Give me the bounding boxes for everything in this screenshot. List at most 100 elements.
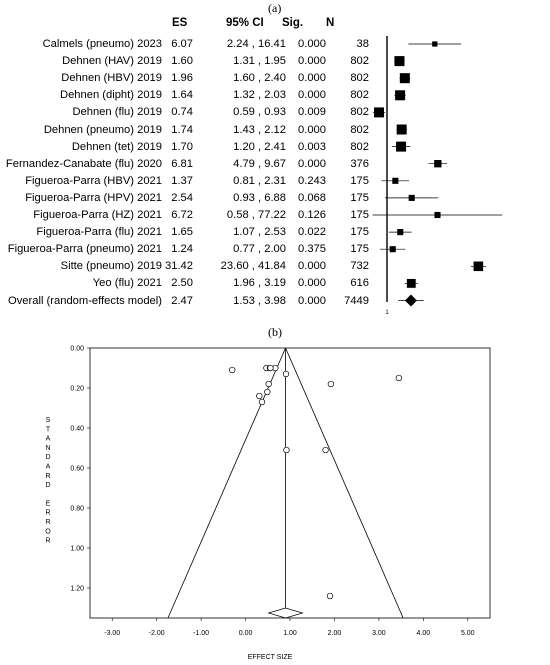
sample-size-value: 802 [350, 140, 369, 153]
confidence-interval-value: 1.43 , 2.12 [233, 123, 286, 136]
study-marker [432, 41, 438, 47]
study-name: Dehnen (pneumo) 2019 [43, 123, 162, 136]
study-marker [394, 56, 405, 67]
confidence-interval-value: 2.24 , 16.41 [226, 38, 286, 50]
study-name: Figueroa-Parra (HZ) 2021 [33, 209, 162, 221]
study-name: Fernandez-Canabate (flu) 2020 [5, 157, 162, 170]
effect-size-value: 6.81 [171, 157, 193, 170]
study-point [322, 446, 329, 454]
study-marker [396, 141, 407, 152]
x-tick-label: 0.00 [239, 630, 253, 637]
effect-size-value: 2.47 [171, 294, 193, 307]
study-point [265, 380, 272, 388]
confidence-interval-value: 4.79 , 9.67 [233, 157, 286, 170]
study-marker [408, 194, 415, 201]
pooled-diamond [267, 607, 304, 619]
study-name: Dehnen (tet) 2019 [71, 140, 162, 153]
study-marker [396, 124, 407, 135]
svg-text:S: S [46, 417, 51, 424]
panel-a-label: (a) [268, 1, 282, 15]
significance-value: 0.000 [298, 260, 326, 273]
sample-size-value: 38 [356, 38, 369, 50]
study-marker [395, 90, 406, 101]
significance-value: 0.243 [298, 174, 326, 187]
effect-size-value: 1.64 [171, 89, 193, 102]
svg-text:D: D [45, 454, 50, 461]
study-name: Figueroa-Parra (flu) 2021 [36, 226, 162, 239]
significance-value: 0.126 [298, 209, 326, 221]
svg-text:E: E [46, 500, 51, 507]
x-tick-label: -2.00 [149, 630, 165, 637]
study-name: Sitte (pneumo) 2019 [60, 260, 162, 273]
effect-size-value: 1.60 [171, 55, 193, 68]
study-marker [473, 261, 484, 272]
svg-text:A: A [46, 464, 51, 471]
x-tick-label: 3.00 [372, 630, 386, 637]
x-axis-label: EFFECT SIZE [248, 654, 293, 661]
study-point [282, 370, 290, 378]
study-marker [434, 211, 441, 219]
study-point [283, 446, 290, 454]
significance-value: 0.375 [298, 243, 326, 256]
y-tick-label: 0.40 [70, 426, 84, 433]
confidence-interval-value: 1.31 , 1.95 [233, 55, 286, 68]
study-name: Figueroa-Parra (pneumo) 2021 [7, 243, 162, 256]
x-tick-label: 4.00 [417, 630, 431, 637]
study-marker [406, 278, 416, 288]
sample-size-value: 376 [350, 157, 369, 170]
svg-text:R: R [45, 510, 50, 517]
confidence-interval-value: 0.59 , 0.93 [233, 106, 286, 119]
study-name: Figueroa-Parra (HPV) 2021 [25, 191, 162, 204]
study-name: Dehnen (flu) 2019 [72, 106, 162, 119]
overall-diamond [404, 294, 417, 307]
svg-text:R: R [45, 519, 50, 526]
study-point [258, 398, 266, 406]
effect-size-value: 1.65 [171, 226, 193, 239]
effect-size-value: 6.07 [171, 38, 193, 50]
sample-size-value: 616 [350, 277, 369, 290]
study-name: Dehnen (HAV) 2019 [62, 55, 162, 68]
significance-value: 0.003 [298, 140, 326, 153]
sample-size-value: 175 [350, 191, 369, 204]
x-tick-label: -1.00 [193, 630, 209, 637]
effect-size-value: 1.96 [171, 72, 193, 85]
sample-size-value: 802 [350, 106, 369, 119]
study-marker [374, 107, 385, 118]
x-tick-label: 1.00 [283, 630, 297, 637]
effect-size-value: 1.74 [171, 123, 193, 136]
effect-size-value: 2.50 [171, 277, 193, 290]
sample-size-value: 802 [350, 72, 369, 85]
study-name: Yeo (flu) 2021 [92, 277, 162, 290]
null-line-tick-label: 1 [385, 310, 389, 316]
significance-value: 0.000 [298, 123, 326, 136]
study-point [326, 592, 334, 600]
confidence-interval-value: 1.07 , 2.53 [233, 226, 286, 239]
effect-size-value: 1.70 [171, 140, 193, 153]
significance-value: 0.000 [298, 55, 326, 68]
study-marker [397, 229, 404, 236]
effect-size-value: 1.24 [171, 243, 193, 256]
study-name: Overall (random-effects model) [8, 294, 162, 307]
study-point [395, 374, 403, 382]
effect-size-value: 1.37 [171, 174, 193, 187]
panel-b-label: (b) [268, 325, 282, 339]
svg-text:T: T [46, 426, 51, 433]
sample-size-value: 175 [350, 243, 369, 256]
svg-text:R: R [45, 473, 50, 480]
study-name: Dehnen (dipht) 2019 [59, 89, 162, 102]
header-ci: 95% CI [226, 17, 264, 29]
y-tick-label: 0.60 [70, 466, 84, 473]
effect-size-value: 31.42 [165, 260, 193, 273]
sample-size-value: 7449 [344, 294, 369, 307]
plot-frame [89, 347, 491, 619]
study-point [229, 366, 236, 374]
confidence-interval-value: 0.58 , 77.22 [226, 209, 286, 221]
significance-value: 0.068 [298, 191, 326, 204]
significance-value: 0.000 [298, 294, 326, 307]
significance-value: 0.022 [298, 226, 326, 239]
svg-text:R: R [45, 538, 50, 545]
confidence-interval-value: 0.77 , 2.00 [233, 243, 286, 256]
header-n: N [326, 17, 335, 29]
study-name: Figueroa-Parra (HBV) 2021 [25, 174, 162, 187]
